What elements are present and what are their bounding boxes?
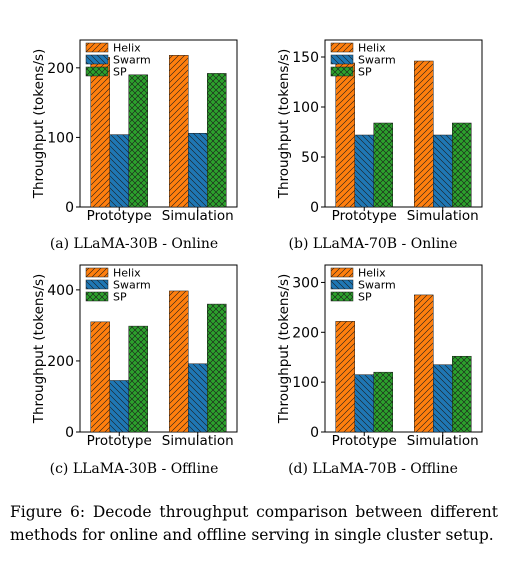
legend-swatch-sp (85, 291, 109, 302)
legend-label-sp: SP (358, 66, 372, 79)
bar-sp-simulation (452, 122, 472, 208)
x-tick-label: Prototype (332, 433, 397, 449)
legend-label-helix: Helix (358, 267, 386, 280)
chart-panel-d: Prototype Simulation 0 100 200 300 Throughput … (245, 225, 490, 450)
x-tick-label: Simulation (162, 433, 234, 449)
bar-swarm-prototype (354, 374, 374, 433)
bar-swarm-simulation (188, 132, 208, 208)
y-tick-label: 100 (292, 375, 319, 391)
bar-swarm-prototype (109, 134, 129, 208)
bar-helix-prototype (90, 321, 110, 433)
y-tick-label: 0 (310, 425, 319, 441)
bar-helix-simulation (414, 294, 434, 433)
y-tick-label: 0 (65, 200, 74, 216)
bar-helix-simulation (169, 55, 189, 208)
legend-label-swarm: Swarm (113, 279, 151, 292)
legend-swatch-swarm (85, 54, 109, 65)
legend-label-helix: Helix (113, 267, 141, 280)
y-axis-label: Throughput (tokens/s) (276, 274, 292, 425)
y-tick-label: 300 (292, 275, 319, 291)
y-axis-label: Throughput (tokens/s) (276, 49, 292, 200)
legend-label-sp: SP (358, 291, 372, 304)
chart-panel-b: Prototype Simulation 0 50 100 150 Throughput (… (245, 0, 490, 225)
bar-swarm-simulation (433, 364, 453, 433)
x-tick-label: Simulation (407, 433, 479, 449)
legend-swatch-sp (85, 66, 109, 77)
bar-sp-simulation (452, 355, 472, 433)
legend-swatch-helix (330, 42, 354, 53)
legend-swatch-helix (85, 267, 109, 278)
figure-caption: Figure 6: Decode throughput comparison b… (10, 503, 498, 544)
y-tick-label: 50 (301, 150, 319, 166)
y-tick-label: 150 (292, 50, 319, 66)
legend-label-sp: SP (113, 291, 127, 304)
bar-helix-simulation (169, 290, 189, 433)
legend-label-sp: SP (113, 66, 127, 79)
legend-label-swarm: Swarm (358, 279, 396, 292)
y-tick-label: 200 (292, 325, 319, 341)
bar-swarm-prototype (354, 134, 374, 208)
y-axis-label: Throughput (tokens/s) (31, 49, 47, 200)
plot-frame (79, 39, 238, 208)
bar-swarm-prototype (109, 380, 129, 433)
chart-panel-c: Prototype Simulation 0 200 400 Throughput (to… (0, 225, 245, 450)
y-tick-label: 0 (310, 200, 319, 216)
x-tick-label: Prototype (332, 208, 397, 224)
bar-sp-prototype (373, 122, 393, 208)
bar-helix-prototype (90, 57, 110, 208)
subcaption-c: (c) LLaMA-30B - Offline (49, 461, 219, 477)
x-tick-label: Prototype (87, 433, 152, 449)
legend-swatch-swarm (330, 279, 354, 290)
bar-helix-simulation (414, 60, 434, 208)
chart-panel-a: Prototype Simulation 0 100 200 Throughput (to… (0, 0, 245, 225)
bar-sp-prototype (373, 371, 393, 433)
y-tick-label: 100 (47, 130, 74, 146)
legend-swatch-swarm (85, 279, 109, 290)
bar-swarm-simulation (433, 134, 453, 208)
bar-sp-simulation (207, 303, 227, 433)
legend-swatch-helix (85, 42, 109, 53)
bar-sp-prototype (128, 325, 148, 433)
y-tick-label: 100 (292, 100, 319, 116)
bar-swarm-simulation (188, 363, 208, 433)
legend-label-helix: Helix (113, 42, 141, 55)
legend-label-helix: Helix (358, 42, 386, 55)
legend-swatch-sp (330, 66, 354, 77)
plot-frame (324, 39, 483, 208)
legend-swatch-swarm (330, 54, 354, 65)
subcaption-b: (b) LLaMA-70B - Online (288, 236, 458, 252)
bar-helix-prototype (335, 321, 355, 433)
bar-sp-prototype (128, 74, 148, 208)
x-tick-label: Simulation (162, 208, 234, 224)
subcaption-a: (a) LLaMA-30B - Online (49, 236, 219, 252)
bar-helix-prototype (335, 62, 355, 208)
y-axis-label: Throughput (tokens/s) (31, 274, 47, 425)
legend-label-swarm: Swarm (358, 54, 396, 67)
y-tick-label: 400 (47, 283, 74, 299)
plot-frame (79, 264, 238, 433)
x-tick-label: Prototype (87, 208, 152, 224)
y-tick-label: 0 (65, 425, 74, 441)
legend-swatch-helix (330, 267, 354, 278)
subcaption-d: (d) LLaMA-70B - Offline (288, 461, 458, 477)
x-tick-label: Simulation (407, 208, 479, 224)
plot-frame (324, 264, 483, 433)
y-tick-label: 200 (47, 354, 74, 370)
legend-label-swarm: Swarm (113, 54, 151, 67)
y-tick-label: 200 (47, 61, 74, 77)
legend-swatch-sp (330, 291, 354, 302)
bar-sp-simulation (207, 73, 227, 208)
chart-svg: Prototype Simulation 0 100 200 300Throughput … (276, 264, 483, 449)
